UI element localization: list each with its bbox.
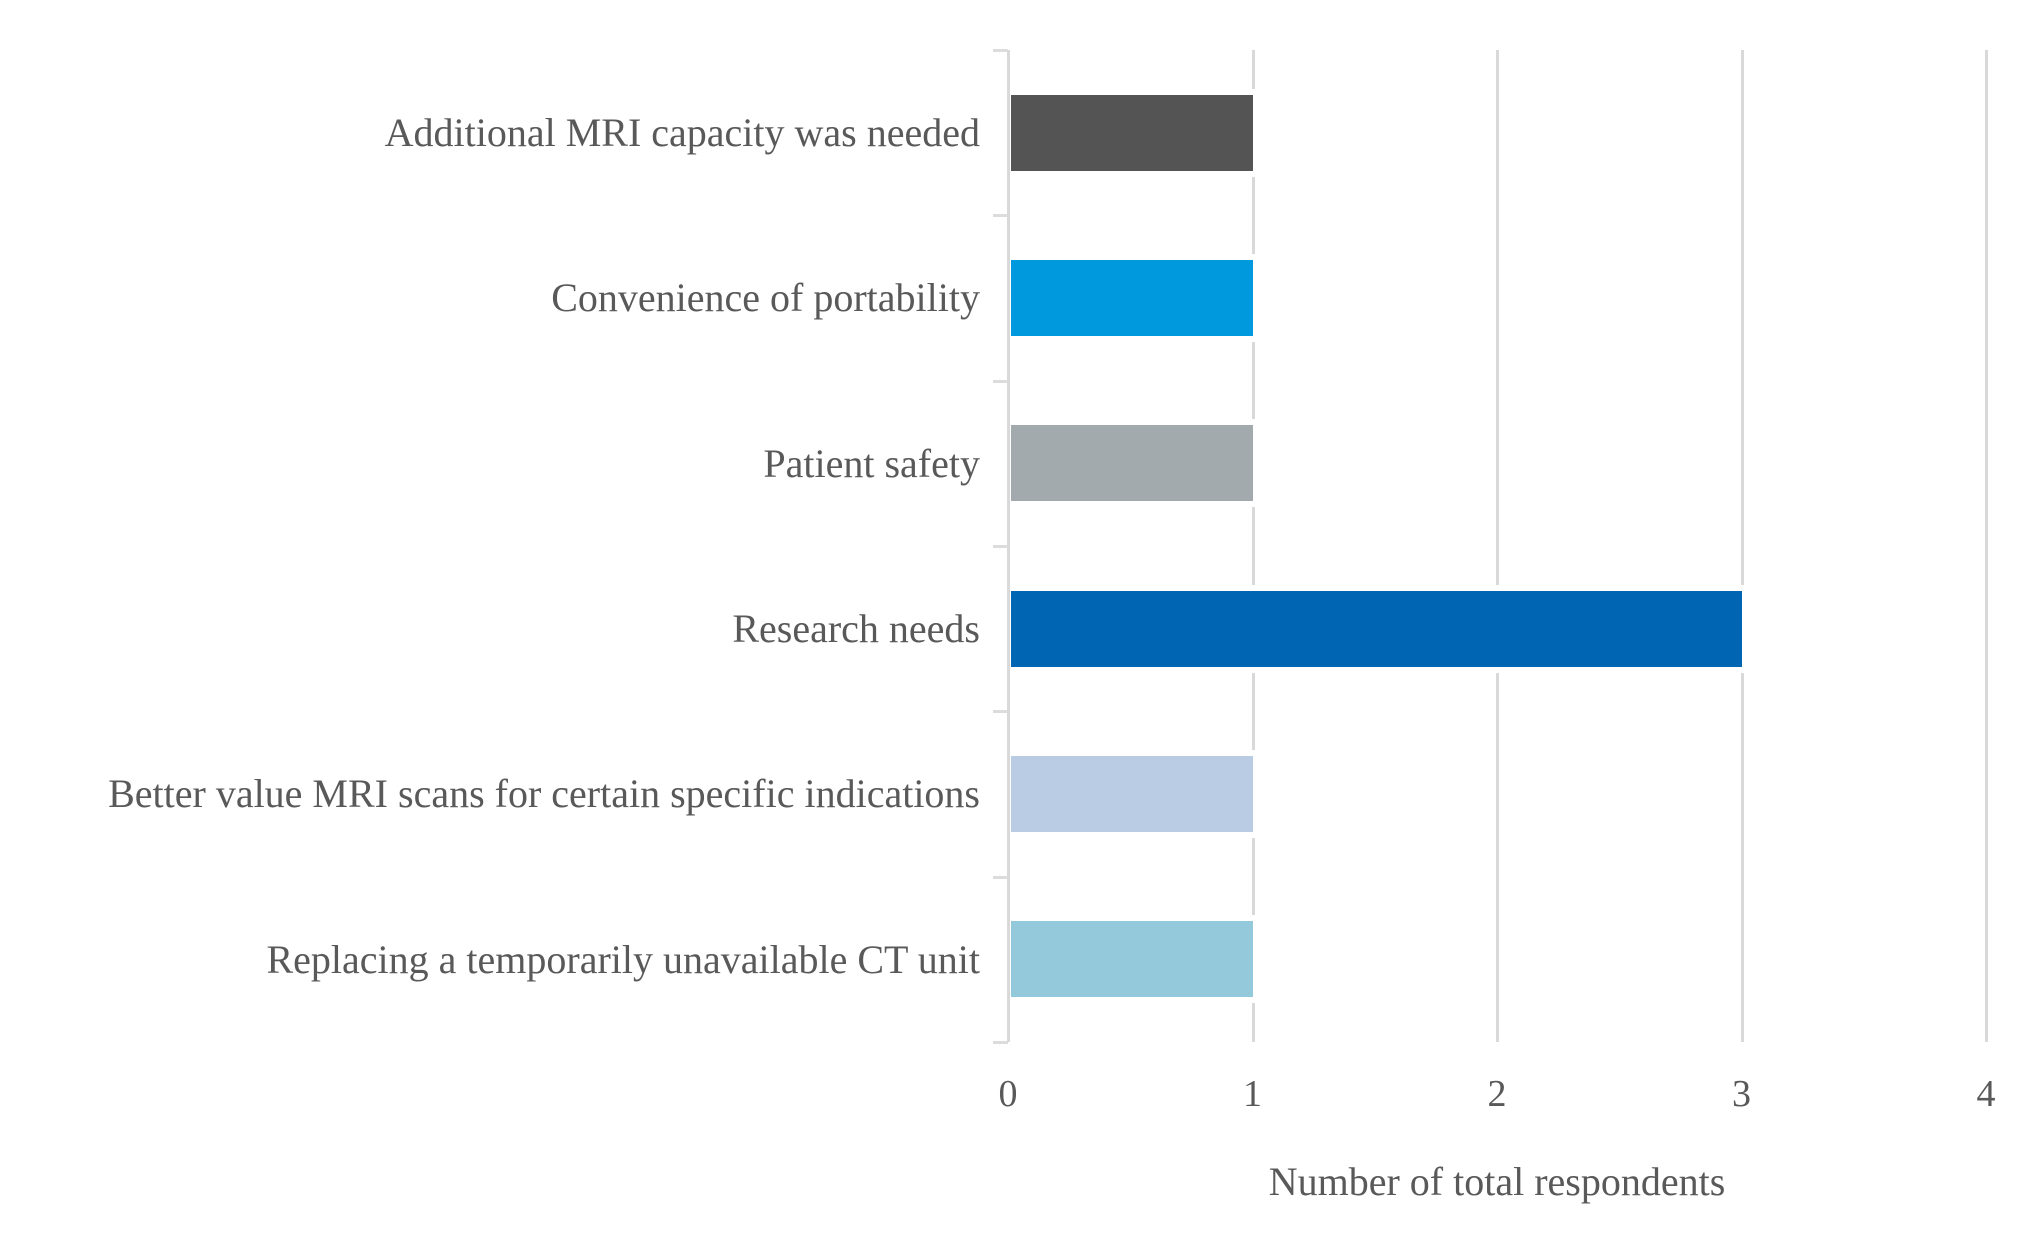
- bar-row: [1005, 215, 1986, 380]
- category-label: Research needs: [732, 606, 980, 652]
- y-axis-line: [1007, 50, 1010, 1042]
- category-label: Patient safety: [763, 440, 980, 486]
- bar: [1005, 419, 1259, 508]
- y-axis-tick: [993, 1041, 1008, 1044]
- plot-area: [993, 49, 1988, 1044]
- category-label: Convenience of portability: [551, 275, 980, 321]
- gridline-x-3: [1740, 50, 1744, 1042]
- category-label: Replacing a temporarily unavailable CT u…: [266, 936, 981, 982]
- y-axis-tick: [993, 545, 1008, 548]
- gridline-x-2: [1496, 50, 1499, 1042]
- x-axis-title: Number of total respondents: [1268, 1159, 1726, 1204]
- category-label: Better value MRI scans for certain speci…: [108, 771, 980, 817]
- bar-row: [1005, 546, 1986, 711]
- y-axis-tick: [993, 214, 1008, 217]
- gridline-x-4: [1985, 50, 1988, 1042]
- y-axis-tick: [993, 49, 1008, 52]
- x-tick-label: 2: [1487, 1073, 1507, 1115]
- bar: [1005, 915, 1259, 1004]
- bar-row: [1005, 877, 1986, 1042]
- y-axis-tick: [993, 710, 1008, 713]
- x-tick-label: 3: [1732, 1073, 1751, 1115]
- y-axis-tick: [993, 380, 1008, 383]
- bar-row: [1005, 381, 1986, 546]
- bar-row: [1005, 711, 1986, 876]
- bar: [1005, 749, 1259, 838]
- bar: [1005, 584, 1748, 673]
- x-tick-label: 0: [998, 1073, 1018, 1115]
- bar-row: [1005, 50, 1986, 215]
- bar: [1005, 88, 1259, 177]
- y-axis-tick: [993, 876, 1008, 879]
- category-label: Additional MRI capacity was needed: [384, 110, 980, 156]
- x-tick-label: 4: [1976, 1073, 1996, 1115]
- bar: [1005, 253, 1259, 342]
- x-tick-label: 1: [1243, 1073, 1262, 1115]
- category-labels: Additional MRI capacity was needed Conven…: [0, 50, 980, 1042]
- gridline-x-1: [1251, 50, 1255, 1042]
